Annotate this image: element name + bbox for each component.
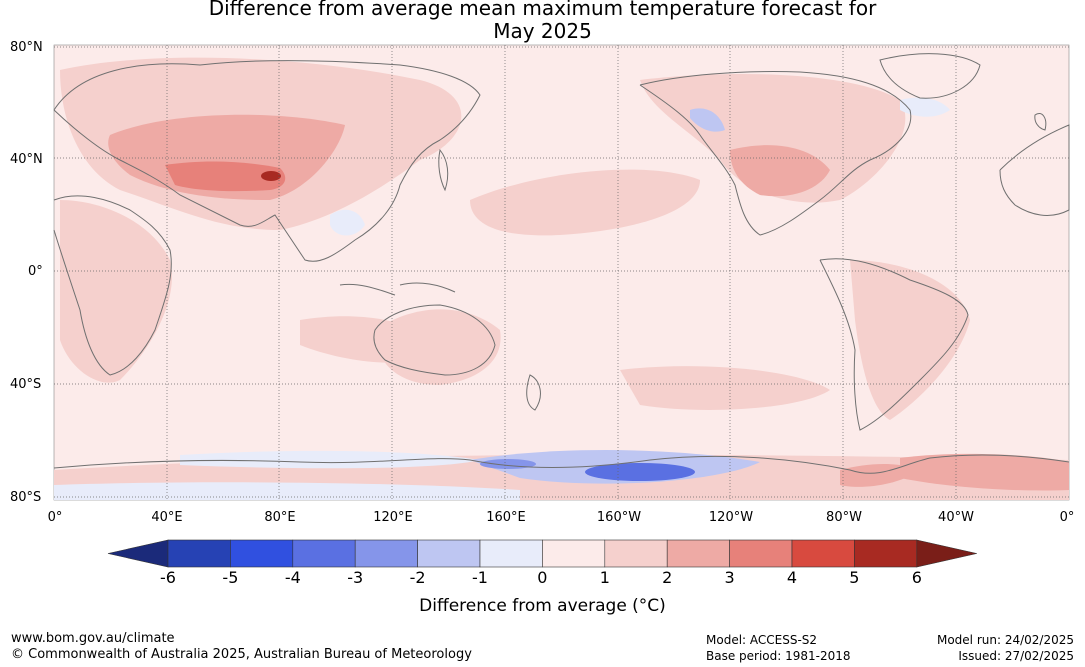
footer-issued: Issued: 27/02/2025 [958,649,1074,663]
footer-model-run: Model run: 24/02/2025 [936,633,1074,647]
footer-url[interactable]: www.bom.gov.au/climate [11,631,175,646]
shade-weddell-warm [900,453,1069,491]
lat-label-80s: 80°S [10,490,42,505]
lon-label-120w: 120°W [708,510,754,525]
colorbar-tick-label: -3 [347,568,364,587]
lat-label-0: 0° [28,264,43,279]
footer-copyright: © Commonwealth of Australia 2025, Austra… [11,647,472,662]
shade-antarctic-cool [180,450,480,469]
shade-south-pacific [620,366,830,410]
anomaly-shading [54,57,1069,500]
lat-label-40s: 40°S [10,377,42,392]
colorbar-segment [417,539,481,568]
shade-ross-coldest [480,459,536,469]
lat-label-40n: 40°N [10,152,43,167]
colorbar-segment [230,539,294,568]
coast-africa [53,195,172,376]
shade-west-antarctic-warm [840,464,920,487]
map-title-line1: Difference from average mean maximum tem… [208,0,877,20]
colorbar-tick-label: 1 [599,568,610,587]
coast-europe-west [999,124,1070,216]
colorbar-segment [167,539,231,568]
coastlines [53,53,1070,474]
colorbar-tick-label: -4 [284,568,301,587]
lon-label-120e: 120°E [373,510,413,525]
shade-south-pole-strip [54,482,520,500]
lon-label-80e: 80°E [264,510,296,525]
shade-south-america [850,260,970,420]
colorbar-tick-label: -1 [472,568,488,587]
shade-pacific-central [470,169,700,236]
colorbar [107,539,977,568]
lon-label-0-left: 0° [47,510,63,525]
colorbar-segment [604,539,668,568]
coast-indonesia [339,282,456,296]
colorbar-tick-label: 2 [662,568,673,587]
colorbar-segment [354,539,418,568]
coast-greenland [879,53,981,99]
colorbar-tick-label: 0 [537,568,548,587]
colorbar-tick-label: -5 [222,568,239,587]
footer-model: Model: ACCESS-S2 [706,633,818,647]
colorbar-extend-high [916,539,977,568]
colorbar-segment [666,539,730,568]
colorbar-segment [729,539,793,568]
coast-australia [373,304,496,376]
colorbar-segment [854,539,918,568]
shade-hotspot [261,171,281,181]
lat-label-80n: 80°N [10,40,43,55]
colorbar-tick-label: 4 [786,568,798,587]
lon-label-40e: 40°E [151,510,183,525]
coast-japan [438,148,449,192]
coast-south-america [819,258,969,431]
lon-label-160e: 160°E [486,510,526,525]
colorbar-tick-label: 5 [849,568,860,587]
shade-ross-cold [585,463,695,481]
colorbar-segment [791,539,855,568]
coast-eurasia [53,59,481,262]
shade-asia-warm [108,114,346,200]
colorbar-tick-label: -2 [409,568,426,587]
colorbar-tick-label: 6 [911,568,922,587]
coast-north-america [639,71,912,236]
graticule [54,45,1069,500]
lon-label-0-right: 0° [1059,510,1075,525]
colorbar-segment [292,539,356,568]
colorbar-tick-label: -6 [160,568,176,587]
coast-new-zealand [526,374,541,411]
footer-base-period: Base period: 1981-2018 [706,649,851,663]
colorbar-extend-low [107,539,169,568]
shade-north-america [640,74,906,203]
lon-label-80w: 80°W [826,510,862,525]
shade-alaska-cool [690,108,725,132]
map-title-line2: May 2025 [493,19,592,43]
shade-africa [60,200,172,383]
shade-tibet [165,161,286,192]
shade-europe-cool [900,97,950,117]
coast-uk [1034,113,1047,131]
colorbar-tick-label: 3 [724,568,735,587]
colorbar-segment [479,539,543,568]
lon-label-40w: 40°W [938,510,974,525]
coast-antarctica [53,454,1070,474]
colorbar-label: Difference from average (°C) [419,596,666,616]
colorbar-segment [542,539,606,568]
shade-east-asia-cool [330,209,365,236]
shade-pacific-south [300,316,440,363]
lon-label-160w: 160°W [596,510,642,525]
